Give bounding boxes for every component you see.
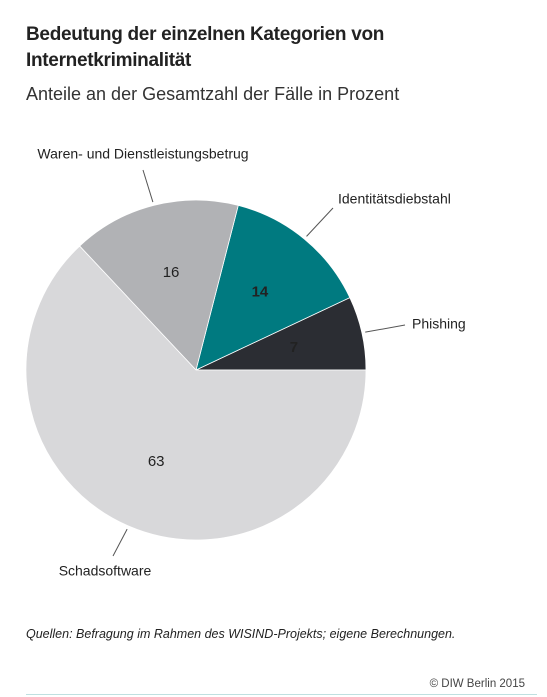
category-label: Schadsoftware: [59, 563, 152, 579]
copyright: © DIW Berlin 2015: [429, 678, 525, 690]
leader-line: [112, 528, 128, 557]
source-note: Quellen: Befragung im Rahmen des WISIND-…: [26, 627, 456, 641]
value-label: 14: [252, 284, 269, 301]
category-label: Phishing: [412, 316, 466, 332]
pie-slice: [79, 199, 239, 371]
chart-subtitle: Anteile an der Gesamtzahl der Fälle in P…: [26, 84, 400, 104]
value-label: 16: [163, 264, 180, 281]
category-label: Identitätsdiebstahl: [338, 191, 451, 207]
leader-line: [365, 324, 406, 333]
leader-line: [306, 207, 334, 237]
leader-line: [142, 169, 154, 203]
value-label: 63: [148, 453, 165, 470]
chart: 7 Phishing 14 Identitätsdiebstahl 16 Waren- u…: [25, 146, 466, 579]
pie-slice: [195, 204, 351, 371]
pie-slice: [25, 245, 367, 541]
bottom-rule: [26, 694, 537, 695]
chart-title: Bedeutung der einzelnen Kategorien von I…: [26, 24, 385, 71]
value-label: 7: [290, 339, 298, 356]
category-label: Waren- und Dienstleistungsbetrug: [37, 146, 248, 162]
